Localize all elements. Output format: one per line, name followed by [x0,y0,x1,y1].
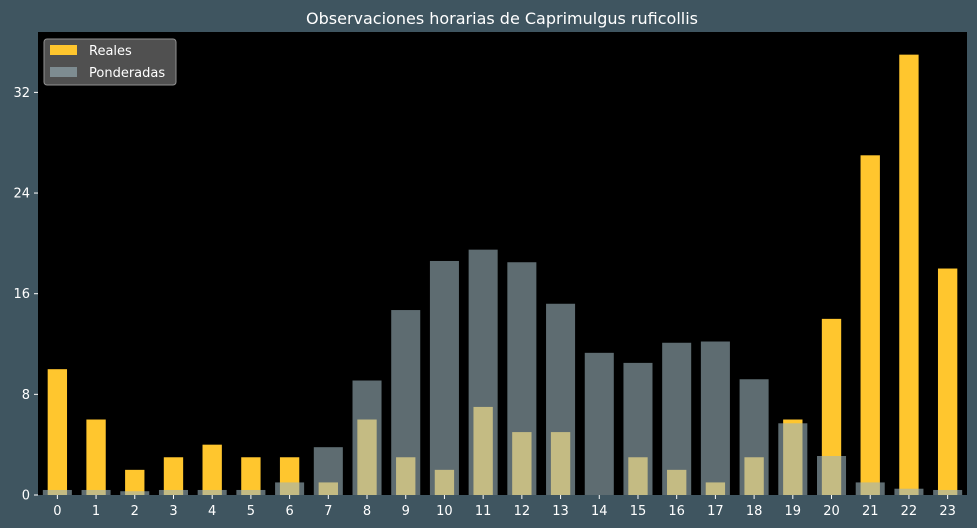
x-tick-label-8: 8 [363,504,371,519]
x-tick-label-18: 18 [746,504,763,519]
x-tick-label-11: 11 [475,504,492,519]
bar-ponderadas-2 [120,491,150,495]
plot-area [38,32,967,495]
x-tick-label-6: 6 [285,504,293,519]
bar-ponderadas-10 [429,260,459,495]
y-tick-label-0: 0 [22,489,30,504]
x-tick-label-12: 12 [514,504,531,519]
bar-reales-22 [899,54,919,496]
x-tick-label-7: 7 [324,504,332,519]
x-tick-label-9: 9 [402,504,410,519]
bar-ponderadas-0 [42,489,72,495]
x-tick-label-19: 19 [785,504,802,519]
bar-ponderadas-13 [546,303,576,495]
x-tick-label-14: 14 [591,504,608,519]
bar-ponderadas-4 [197,489,227,495]
bar-reales-21 [860,155,880,496]
x-tick-label-20: 20 [823,504,840,519]
bar-reales-1 [86,419,106,495]
bar-ponderadas-3 [158,489,188,495]
x-tick-label-13: 13 [552,504,569,519]
bar-ponderadas-18 [739,379,769,495]
x-tick-label-17: 17 [707,504,724,519]
legend-label-ponderadas: Ponderadas [89,66,165,81]
bar-reales-2 [125,469,145,495]
bar-ponderadas-9 [391,310,421,495]
chart-title: Observaciones horarias de Caprimulgus ru… [306,9,698,28]
bar-ponderadas-1 [81,489,111,495]
bar-ponderadas-20 [817,456,847,495]
bar-ponderadas-14 [584,352,614,495]
x-tick-label-4: 4 [208,504,216,519]
bar-reales-23 [937,268,958,495]
x-tick-label-2: 2 [131,504,139,519]
bar-reales-5 [241,457,261,495]
x-tick-label-0: 0 [53,504,61,519]
y-tick-label-16: 16 [13,287,30,302]
x-tick-label-10: 10 [436,504,453,519]
bar-ponderadas-5 [236,489,266,495]
bar-ponderadas-22 [894,488,924,495]
x-tick-label-22: 22 [901,504,918,519]
series-ponderadas [42,249,963,495]
x-tick-label-1: 1 [92,504,100,519]
x-tick-label-23: 23 [939,504,956,519]
y-tick-label-24: 24 [13,187,30,202]
bar-ponderadas-21 [855,482,885,495]
bar-ponderadas-16 [662,342,692,495]
bar-ponderadas-15 [623,362,653,495]
x-tick-label-21: 21 [862,504,879,519]
legend-swatch-ponderadas [50,67,77,77]
x-tick-label-15: 15 [630,504,647,519]
bar-reales-0 [47,369,68,495]
bar-ponderadas-8 [352,380,382,495]
x-tick-label-5: 5 [247,504,255,519]
x-tick-label-16: 16 [668,504,685,519]
bar-reales-20 [821,318,842,495]
y-tick-label-32: 32 [13,86,30,101]
bar-ponderadas-17 [700,341,730,495]
legend: Reales Ponderadas [43,38,177,86]
y-tick-label-8: 8 [22,388,30,403]
bar-ponderadas-7 [313,447,343,495]
x-tick-label-3: 3 [169,504,177,519]
bar-reales-4 [202,444,222,495]
legend-swatch-reales [50,45,77,55]
bar-ponderadas-19 [778,423,808,495]
bar-ponderadas-11 [468,249,498,495]
bar-ponderadas-23 [933,489,963,495]
bar-ponderadas-12 [507,262,537,495]
bar-reales-3 [163,457,184,495]
bar-ponderadas-6 [275,482,305,495]
legend-label-reales: Reales [89,44,132,59]
